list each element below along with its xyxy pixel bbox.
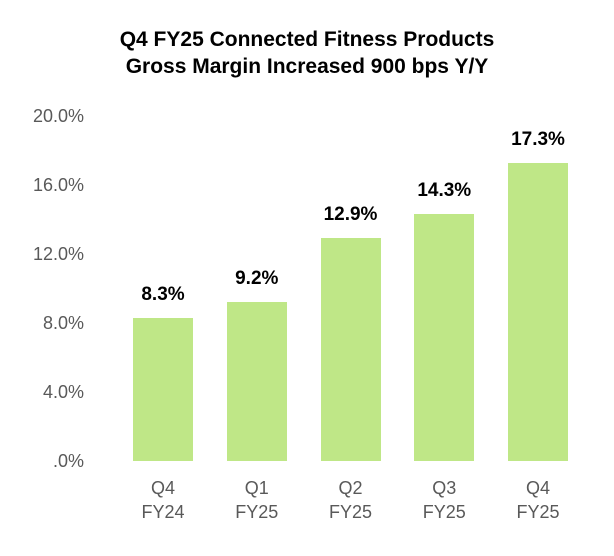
bar-q3-fy25 <box>414 214 475 461</box>
chart-title: Q4 FY25 Connected Fitness Products Gross… <box>0 26 614 80</box>
chart-title-line-2: Gross Margin Increased 900 bps Y/Y <box>125 55 489 78</box>
data-label: 12.9% <box>323 204 378 226</box>
bar-q4-fy25 <box>508 162 568 461</box>
bar-q2-fy25 <box>320 238 381 461</box>
data-label: 14.3% <box>417 180 472 202</box>
bar-q4-fy24 <box>133 317 193 461</box>
y-tick-label: 8.0% <box>42 313 84 333</box>
data-label: 9.2% <box>235 268 279 290</box>
x-tick-label: Q3 FY25 <box>422 478 466 522</box>
y-tick-label: 4.0% <box>42 382 84 402</box>
x-tick-label: Q4 FY25 <box>516 478 560 522</box>
chart-title-line-1: Q4 FY25 Connected Fitness Products <box>119 28 495 51</box>
data-label: 17.3% <box>511 128 565 150</box>
y-tick-label: .0% <box>52 451 84 471</box>
y-tick-label: 20.0% <box>32 106 84 126</box>
x-tick-label: Q4 FY24 <box>141 478 185 522</box>
y-tick-label: 12.0% <box>32 244 84 264</box>
x-tick-label: Q1 FY25 <box>235 478 279 522</box>
bar-q1-fy25 <box>226 302 287 461</box>
y-tick-label: 16.0% <box>32 175 84 195</box>
data-label: 8.3% <box>141 283 185 305</box>
x-tick-label: Q2 FY25 <box>328 478 373 522</box>
